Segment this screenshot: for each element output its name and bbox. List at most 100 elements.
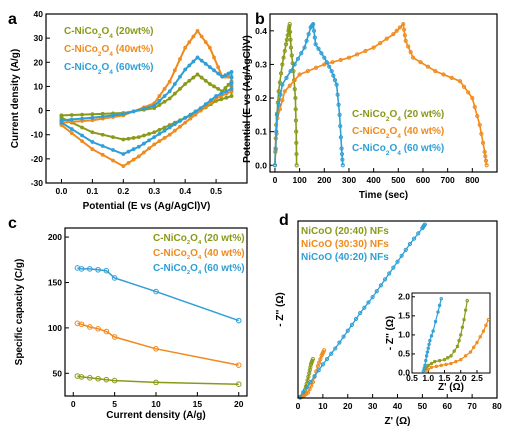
panel-d-inset-marker-0 (446, 356, 450, 360)
panel-d-inset-x-axis-label: Z' (Ω) (438, 382, 464, 393)
panel-b-marker-1 (391, 32, 396, 37)
legend-text-part: 4 (397, 116, 401, 123)
panel-c-x-tick-label: 10 (151, 399, 161, 409)
panel-d-legend-1: NiCoO (30:30) NFs (301, 239, 389, 250)
legend-text-part: O (102, 62, 110, 73)
panel-d-inset-y-tick-label: 1.0 (398, 329, 410, 339)
panel-b-marker-2 (302, 45, 307, 50)
panel-a-marker-1 (172, 128, 177, 133)
panel-b-marker-0 (282, 48, 287, 54)
panel-d-marker-2 (382, 277, 388, 282)
panel-d-marker-1 (322, 348, 327, 353)
panel-a-marker-0 (59, 113, 64, 118)
panel-d-x-tick-label: 10 (318, 401, 328, 411)
panel-a-x-tick-label: 0.4 (179, 186, 191, 196)
panel-c-y-tick-label: 100 (48, 323, 62, 333)
panel-b-marker-1 (408, 49, 413, 55)
legend-text-part: C-NiCo (64, 26, 98, 37)
panel-a-marker-2 (183, 115, 188, 120)
panel-b-marker-2 (304, 38, 309, 43)
panel-a-marker-2 (178, 119, 182, 123)
panel-a-marker-0 (90, 112, 95, 117)
panel-a-marker-0 (142, 133, 146, 138)
panel-b-marker-2 (339, 151, 345, 157)
panel-d-inset-y-tick-label: 2.0 (398, 291, 410, 301)
panel-b-marker-2 (338, 123, 343, 129)
panel-b-legend-2: C-NiCo2O4 (60 wt%) (352, 143, 444, 157)
panel-b-marker-1 (297, 72, 302, 77)
panel-d-x-tick-label: 0 (296, 401, 301, 411)
panel-b-marker-0 (293, 95, 298, 101)
panel-c-label: c (8, 215, 17, 232)
panel-a-marker-1 (100, 152, 105, 157)
panel-d-inset-marker-0 (426, 363, 430, 368)
panel-d-inset-marker-1 (429, 365, 434, 369)
panel-d-x-tick-label: 20 (343, 401, 353, 411)
panel-d-inset-marker-0 (455, 344, 460, 349)
panel-d-inset-marker-1 (484, 323, 488, 328)
panel-a-marker-2 (147, 138, 151, 143)
panel-b-x-tick-label: 0 (273, 175, 278, 185)
legend-text-part: (40 wt%) (201, 248, 244, 259)
legend-text-part: 2 (187, 270, 191, 276)
panel-c-marker-1 (78, 321, 85, 328)
panel-d-nyquist-2 (299, 224, 426, 398)
panel-a-marker-1 (121, 164, 126, 169)
panel-a-marker-2 (199, 58, 204, 63)
panel-d-marker-2 (320, 362, 325, 367)
legend-text-part: 4 (198, 240, 202, 246)
panel-c-x-tick-label: 15 (193, 399, 203, 409)
panel-a-marker-1 (195, 29, 200, 33)
panel-d-inset-marker-0 (442, 357, 447, 362)
panel-a-marker-0 (90, 130, 95, 135)
panel-a-x-tick-label: 0.2 (117, 186, 129, 196)
panel-a-marker-2 (193, 109, 198, 114)
panel-a-marker-1 (216, 65, 221, 70)
panel-b-marker-1 (371, 45, 376, 50)
panel-a-marker-1 (178, 57, 182, 61)
panel-d-inset-marker-2 (422, 366, 426, 370)
panel-d-inset-marker-2 (428, 338, 432, 343)
panel-b-x-tick-label: 800 (465, 175, 479, 185)
legend-text-part: 4 (198, 255, 202, 261)
panel-a-marker-2 (100, 144, 105, 148)
panel-b-marker-1 (330, 60, 335, 65)
panel-a-marker-0 (152, 130, 157, 135)
panel-c-marker-2 (111, 275, 118, 281)
panel-a-marker-2 (80, 116, 84, 121)
panel-a-marker-1 (142, 150, 146, 155)
panel-b-marker-2 (280, 82, 285, 87)
panel-b-marker-2 (272, 163, 278, 168)
panel-a-marker-2 (178, 74, 182, 79)
panel-d-inset: 0.5 1.0 1.5 2.0 2.50.00.51.01.52.0Z' (Ω)- Z'… (385, 291, 491, 393)
panel-b-marker-0 (288, 45, 294, 50)
panel-b-marker-1 (480, 140, 486, 145)
panel-d-marker-2 (353, 316, 359, 322)
panel-a-marker-0 (207, 82, 212, 86)
panel-a-y-tick-label: 20 (34, 57, 44, 67)
panel-d-inset-marker-2 (431, 329, 435, 333)
legend-text-part: 4 (198, 270, 202, 276)
panel-b-marker-1 (313, 65, 319, 70)
panel-b-marker-1 (457, 79, 463, 84)
panel-d-marker-0 (305, 378, 310, 383)
panel-a-marker-1 (167, 132, 172, 137)
panel-b-marker-2 (292, 62, 297, 67)
panel-b-marker-0 (286, 26, 292, 31)
panel-d-inset-marker-1 (434, 364, 439, 369)
panel-b-marker-2 (337, 112, 342, 117)
panel-b-marker-2 (273, 146, 278, 151)
panel-a: a 0.0 0.1 0.2 0.3 0.4 0.5 -30 -20 -10 0 10 20 30 40 Pot… (8, 9, 234, 212)
panel-a-y-tick-label: -30 (31, 178, 44, 188)
panel-b-marker-2 (288, 69, 293, 74)
panel-d-marker-2 (366, 300, 371, 305)
panel-a-marker-0 (121, 137, 126, 142)
panel-a-marker-2 (162, 94, 167, 98)
panel-b-marker-0 (276, 89, 281, 94)
panel-a-marker-0 (100, 132, 105, 137)
panel-a-y-tick-label: 0 (38, 106, 43, 116)
panel-d-inset-marker-0 (452, 349, 456, 353)
panel-d-marker-1 (317, 360, 322, 365)
panel-a-x-tick-label: 0.1 (86, 186, 98, 196)
panel-c-marker-2 (95, 266, 101, 273)
